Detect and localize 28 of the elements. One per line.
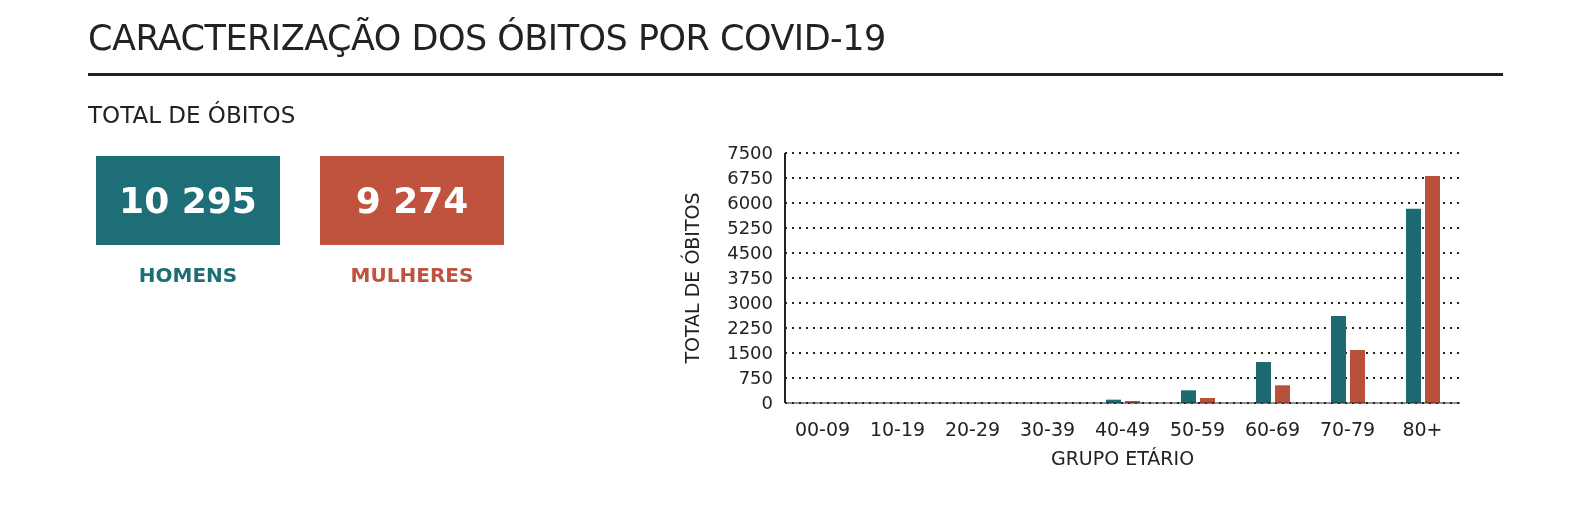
x-tick-label: 70-79 <box>1319 418 1376 441</box>
category-label: HOMENS <box>137 263 239 287</box>
y-tick-label: 1500 <box>727 342 773 364</box>
y-tick-label: 4500 <box>727 242 773 264</box>
y-tick-label: 750 <box>738 367 773 389</box>
y-tick-label: 6750 <box>727 167 773 189</box>
y-tick-label: 2250 <box>727 317 773 339</box>
x-tick-label: 80+ <box>1402 418 1443 441</box>
x-tick-label: 40-49 <box>1094 418 1151 441</box>
x-tick-label: 00-09 <box>794 418 851 441</box>
text: TOTAL DE ÓBITOS <box>88 102 296 128</box>
y-axis-title: TOTAL DE ÓBITOS <box>679 192 703 365</box>
text: CARACTERIZAÇÃO DOS ÓBITOS POR COVID-19 <box>88 18 886 58</box>
x-tick-label: 60-69 <box>1244 418 1301 441</box>
y-tick-label: 3000 <box>727 292 773 314</box>
text: 10 295 <box>119 180 257 221</box>
category-label: MULHERES <box>349 263 475 287</box>
x-axis-title: GRUPO ETÁRIO <box>1050 447 1195 469</box>
y-tick-label: 3750 <box>727 267 773 289</box>
text: 9 274 <box>355 180 469 221</box>
x-tick-label: 10-19 <box>869 418 926 441</box>
y-tick-label: 0 <box>761 392 773 414</box>
x-tick-label: 50-59 <box>1169 418 1226 441</box>
y-tick-label: 6000 <box>727 192 773 214</box>
y-tick-label: 5250 <box>727 217 773 239</box>
x-tick-label: 20-29 <box>944 418 1001 441</box>
x-tick-label: 30-39 <box>1019 418 1076 441</box>
y-tick-label: 7500 <box>727 142 773 164</box>
